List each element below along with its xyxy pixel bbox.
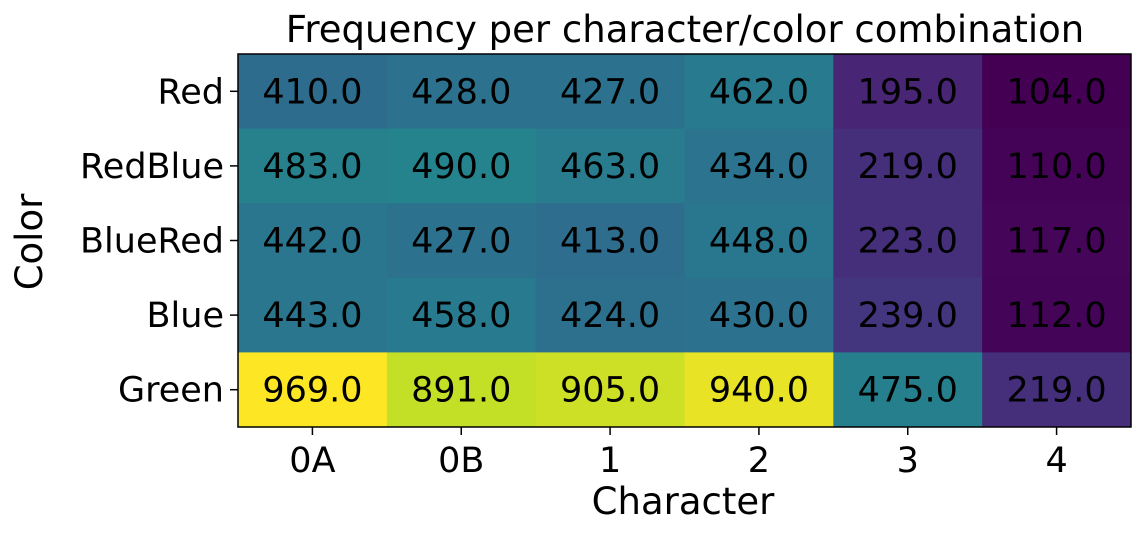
heatmap-cell: [386, 128, 537, 204]
heatmap-cell: [833, 203, 983, 279]
heatmap-cell: [238, 277, 388, 353]
cell-value-label: 223.0: [858, 222, 958, 262]
x-axis-label: Character: [592, 480, 775, 523]
heatmap-cell: [833, 128, 983, 204]
heatmap-cell: [982, 277, 1132, 353]
x-tick-label: 0A: [289, 441, 335, 481]
x-axis-ticks: 0A 0B 1 2 3 4: [289, 427, 1068, 481]
cell-value-label: 195.0: [858, 72, 958, 112]
cell-value-label: 891.0: [411, 371, 511, 411]
cell-value-label: 428.0: [411, 72, 511, 112]
cell-value-label: 424.0: [560, 296, 660, 336]
heatmap-cell: [386, 54, 537, 130]
cell-value-label: 969.0: [262, 371, 362, 411]
cell-value-label: 219.0: [858, 147, 958, 187]
heatmap-cell: [386, 352, 537, 428]
cell-value-label: 490.0: [411, 147, 511, 187]
heatmap-cell-labels: 410.0 428.0 427.0 462.0 195.0 104.0 483.0 490.0…: [262, 72, 1106, 410]
cell-value-label: 219.0: [1006, 371, 1106, 411]
heatmap-cell: [238, 352, 388, 428]
x-tick-label: 3: [897, 441, 919, 481]
y-tick-label: Blue: [147, 296, 224, 336]
heatmap-cell: [982, 54, 1132, 130]
x-tick-label: 2: [748, 441, 770, 481]
cell-value-label: 463.0: [560, 147, 660, 187]
cell-value-label: 413.0: [560, 222, 660, 262]
x-tick-label: 4: [1045, 441, 1067, 481]
cell-value-label: 104.0: [1006, 72, 1106, 112]
heatmap-cell: [982, 203, 1132, 279]
heatmap-cell: [238, 54, 388, 130]
cell-value-label: 443.0: [262, 296, 362, 336]
cell-value-label: 442.0: [262, 222, 362, 262]
heatmap-cells: [238, 54, 1132, 428]
cell-value-label: 427.0: [411, 222, 511, 262]
heatmap-cell: [684, 277, 834, 353]
heatmap-cell: [535, 128, 685, 204]
cell-value-label: 239.0: [858, 296, 958, 336]
cell-value-label: 110.0: [1006, 147, 1106, 187]
heatmap-cell: [684, 352, 834, 428]
chart-title: Frequency per character/color combinatio…: [286, 8, 1084, 51]
heatmap-cell: [833, 352, 983, 428]
cell-value-label: 410.0: [262, 72, 362, 112]
heatmap-cell: [238, 128, 388, 204]
y-tick-label: Red: [158, 72, 225, 112]
y-tick-label: RedBlue: [80, 147, 224, 187]
heatmap-cell: [684, 203, 834, 279]
heatmap-cell: [684, 128, 834, 204]
cell-value-label: 475.0: [858, 371, 958, 411]
x-tick-label: 0B: [438, 441, 484, 481]
cell-value-label: 940.0: [709, 371, 809, 411]
heatmap-cell: [535, 352, 685, 428]
heatmap-cell: [238, 203, 388, 279]
heatmap-cell: [535, 54, 685, 130]
y-tick-label: BlueRed: [80, 222, 224, 262]
heatmap-cell: [386, 203, 537, 279]
cell-value-label: 117.0: [1006, 222, 1106, 262]
y-tick-label: Green: [118, 371, 224, 411]
heatmap-cell: [982, 352, 1132, 428]
heatmap-cell: [535, 277, 685, 353]
heatmap-cell: [535, 203, 685, 279]
cell-value-label: 434.0: [709, 147, 809, 187]
y-axis-ticks: Red RedBlue BlueRed Blue Green: [80, 72, 238, 411]
cell-value-label: 458.0: [411, 296, 511, 336]
heatmap-cell: [982, 128, 1132, 204]
heatmap-cell: [684, 54, 834, 130]
cell-value-label: 448.0: [709, 222, 809, 262]
heatmap-cell: [833, 277, 983, 353]
cell-value-label: 462.0: [709, 72, 809, 112]
cell-value-label: 905.0: [560, 371, 660, 411]
heatmap-cell: [833, 54, 983, 130]
cell-value-label: 483.0: [262, 147, 362, 187]
heatmap-cell: [386, 277, 537, 353]
y-axis-label: Color: [8, 193, 51, 290]
cell-value-label: 112.0: [1006, 296, 1106, 336]
x-tick-label: 1: [599, 441, 621, 481]
cell-value-label: 430.0: [709, 296, 809, 336]
cell-value-label: 427.0: [560, 72, 660, 112]
